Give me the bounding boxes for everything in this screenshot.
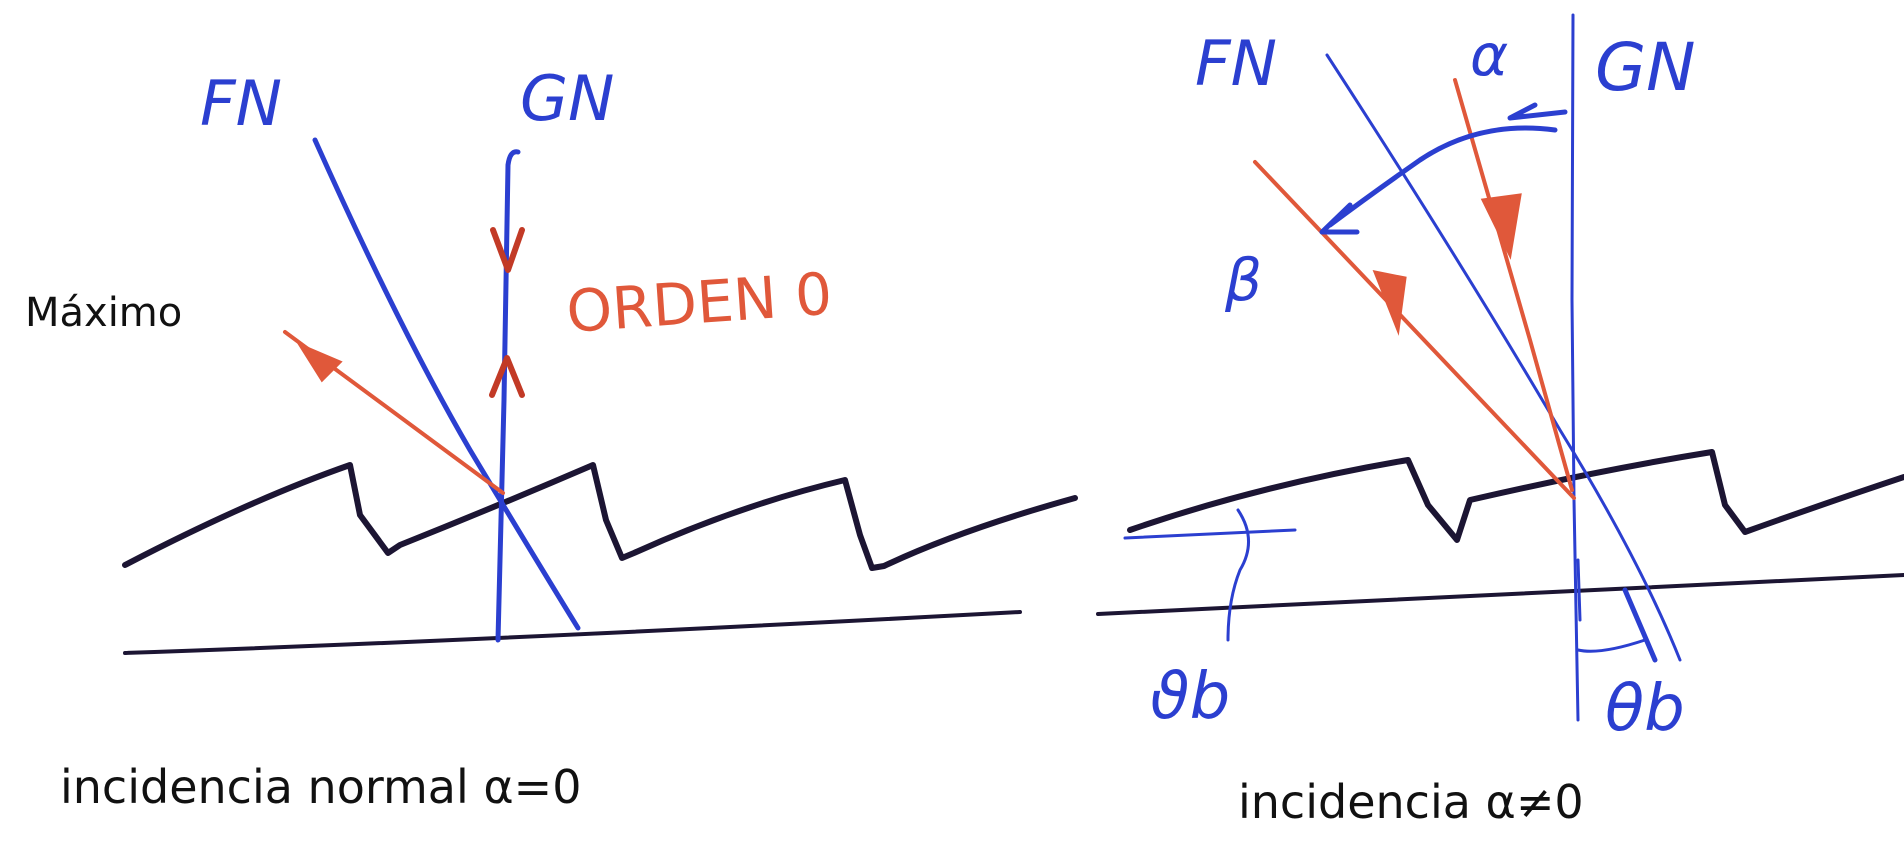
right-angle-arc-arrow (1327, 125, 1558, 228)
right-panel: FN α GN β ϑb θb incidencia α≠0 (1096, 13, 1904, 829)
left-grating-normal-line (495, 149, 521, 643)
right-bottom-fn-tick (1622, 587, 1658, 663)
left-facet-normal-line (312, 137, 581, 631)
left-maximum-arrowhead (296, 341, 343, 383)
right-incident-arrowhead (1480, 193, 1522, 260)
right-incident-ray (1453, 78, 1574, 492)
right-theta-b-right-label: θb (1605, 672, 1685, 746)
right-diffracted-ray (1253, 160, 1576, 500)
right-grating-base-line (1096, 573, 1904, 616)
right-gn-label: GN (1595, 29, 1696, 106)
right-left-angle-reference (1123, 528, 1297, 540)
right-caption: incidencia α≠0 (1238, 775, 1584, 829)
right-grating-normal-line (1570, 13, 1580, 722)
right-theta-b-left-label: ϑb (1150, 660, 1230, 734)
right-angle-arc-arrowhead (1319, 202, 1360, 235)
left-fn-label: FN (200, 67, 282, 140)
right-bottom-angle-arc (1576, 638, 1647, 653)
right-left-angle-arc (1226, 508, 1250, 642)
left-caption: incidencia normal α=0 (60, 760, 581, 814)
right-diffracted-arrowhead (1372, 269, 1407, 336)
right-alpha-tick-arrow (1507, 102, 1568, 121)
left-gn-label: GN (520, 62, 614, 135)
left-grating-base-line (123, 610, 1022, 655)
left-order-label: ORDEN 0 (564, 260, 834, 346)
left-maximum-label: Máximo (25, 290, 182, 336)
left-panel: FN GN ORDEN 0 Máximo incidencia normal α… (25, 62, 1078, 814)
right-alpha-label: α (1470, 21, 1508, 89)
left-zero-order-arrowhead (489, 355, 525, 398)
right-bottom-angle-tick (1576, 558, 1582, 622)
right-facet-normal-line (1325, 53, 1682, 662)
right-beta-label: β (1224, 246, 1262, 314)
left-grating-sawtooth (122, 462, 1078, 571)
left-incident-arrowhead (490, 227, 525, 273)
right-fn-label: FN (1195, 27, 1277, 100)
